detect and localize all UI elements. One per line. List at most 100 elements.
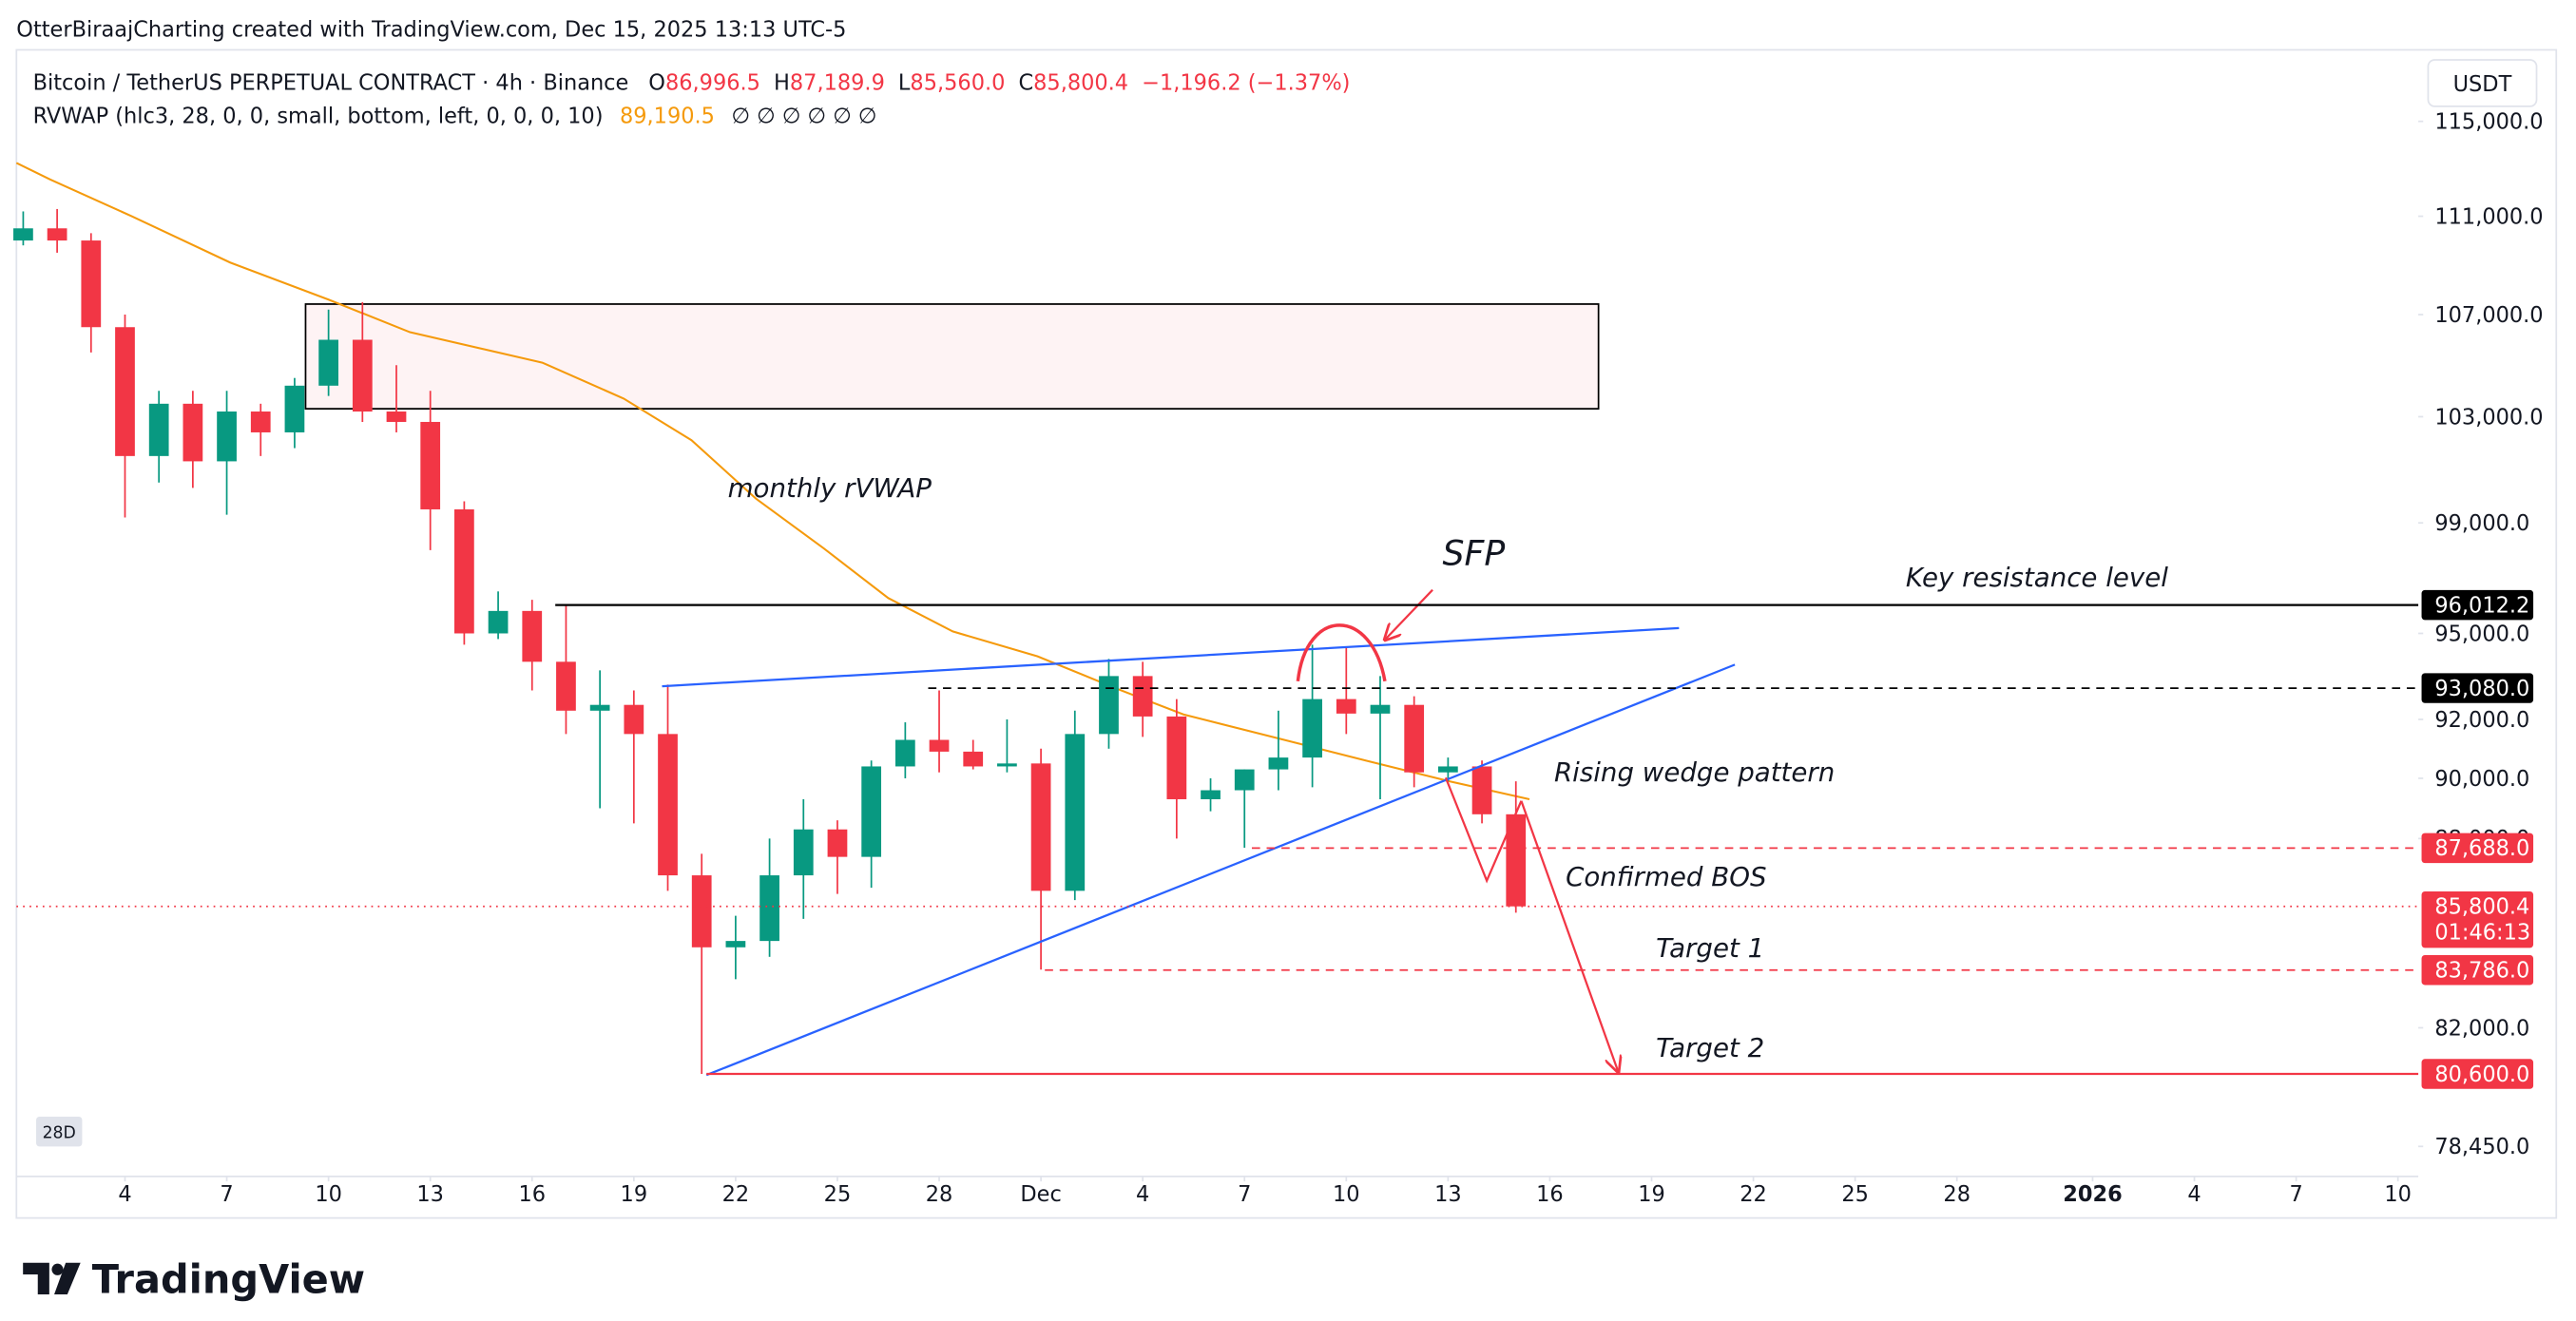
- annotation: Rising wedge pattern: [1554, 756, 1835, 788]
- wedge-lower: [705, 663, 1736, 1077]
- x-tick-label: 2026: [2063, 1182, 2122, 1207]
- candle-body: [1132, 676, 1153, 717]
- x-tick-label: 10: [315, 1182, 342, 1207]
- y-tick-label: 115,000.0: [2434, 109, 2543, 134]
- wedge-upper: [662, 626, 1680, 688]
- annotation: Key resistance level: [1906, 562, 2168, 593]
- candle-body: [1302, 699, 1322, 758]
- interval-badge: [36, 1116, 83, 1147]
- sfp-arc: [1296, 623, 1387, 682]
- supply-zone: [304, 303, 1600, 410]
- candle-body: [1506, 814, 1527, 907]
- candle-body: [759, 875, 779, 942]
- candle-body: [624, 704, 644, 735]
- y-tick-label: 90,000.0: [2434, 767, 2529, 792]
- x-tick-label: 13: [416, 1182, 444, 1207]
- rvwap-line: [15, 162, 1530, 801]
- candle-body: [929, 739, 950, 752]
- indicator-line: RVWAP (hlc3, 28, 0, 0, small, bottom, le…: [33, 104, 877, 128]
- candle-body: [1065, 734, 1086, 891]
- level-label-box: [2421, 833, 2534, 864]
- y-tick-label: 103,000.0: [2434, 405, 2543, 430]
- change: −1,196.2 (−1.37%): [1142, 70, 1350, 95]
- level-label-box: [2421, 954, 2534, 986]
- level-label: 80,600.0: [2434, 1063, 2529, 1087]
- y-tick-label: 107,000.0: [2434, 303, 2543, 328]
- candle-body: [47, 228, 67, 241]
- candle-body: [691, 875, 712, 948]
- candle-body: [352, 339, 373, 412]
- candle-body: [861, 766, 882, 857]
- indicator-blanks: ∅ ∅ ∅ ∅ ∅ ∅: [731, 104, 876, 128]
- candle-body: [793, 829, 814, 876]
- candle-body: [1437, 766, 1458, 773]
- level-label-box: [2421, 673, 2534, 703]
- x-tick-label: 25: [1841, 1182, 1869, 1207]
- candle-body: [13, 228, 33, 241]
- x-tick-label: 28: [926, 1182, 953, 1207]
- candle-body: [1099, 676, 1119, 735]
- countdown: 01:46:13: [2434, 921, 2530, 946]
- level-label-box: [2421, 890, 2534, 948]
- interval-badge-text: 28D: [43, 1124, 76, 1143]
- candle-body: [725, 941, 746, 948]
- x-tick-label: 7: [1238, 1182, 1251, 1207]
- candle-body: [1234, 769, 1255, 791]
- ohlc-key: H: [774, 70, 790, 95]
- x-tick-label: 28: [1943, 1182, 1970, 1207]
- symbol-line: Bitcoin / TetherUS PERPETUAL CONTRACT · …: [33, 70, 1351, 95]
- x-tick-label: 25: [824, 1182, 852, 1207]
- x-tick-label: 10: [1333, 1182, 1360, 1207]
- candle-body: [827, 829, 848, 857]
- logo: TradingView: [92, 1255, 365, 1302]
- candle-body: [217, 412, 237, 462]
- x-tick-label: Dec: [1020, 1182, 1061, 1207]
- level-label: 96,012.2: [2434, 593, 2529, 618]
- candle-body: [522, 610, 543, 662]
- sfp-arrow: [1385, 588, 1433, 640]
- level-label-box: [2421, 589, 2534, 621]
- candle-body: [963, 751, 984, 767]
- candle-body: [1404, 704, 1425, 773]
- indicator-value: 89,190.5: [620, 104, 715, 128]
- candle-body: [183, 403, 203, 462]
- ohlc-key: O: [648, 70, 665, 95]
- candle-body: [284, 385, 305, 432]
- level-label: 85,800.4: [2434, 894, 2529, 919]
- y-tick-label: 111,000.0: [2434, 204, 2543, 229]
- candle-body: [1336, 699, 1356, 714]
- ohlc-value: 87,189.9: [790, 70, 885, 95]
- series-label: monthly rVWAP: [728, 472, 932, 504]
- candle-body: [454, 508, 474, 634]
- candle-body: [81, 240, 102, 328]
- ohlc-value: 86,996.5: [665, 70, 760, 95]
- candle-body: [1370, 704, 1391, 714]
- symbol: Bitcoin / TetherUS PERPETUAL CONTRACT · …: [33, 70, 629, 95]
- y-tick-label: 99,000.0: [2434, 511, 2529, 536]
- x-tick-label: 22: [722, 1182, 750, 1207]
- target-arrow: [1520, 800, 1618, 1072]
- currency-button[interactable]: [2427, 59, 2538, 107]
- ohlc-value: 85,800.4: [1033, 70, 1128, 95]
- x-tick-label: 10: [2384, 1182, 2412, 1207]
- candle-body: [997, 763, 1017, 767]
- level-label: 83,786.0: [2434, 958, 2529, 983]
- logo-icon: [23, 1262, 81, 1295]
- x-tick-label: 19: [621, 1182, 648, 1207]
- y-tick-label: 82,000.0: [2434, 1016, 2529, 1041]
- candle-body: [1201, 790, 1221, 799]
- y-tick-label: 92,000.0: [2434, 708, 2529, 733]
- credit: OtterBiraajCharting created with Trading…: [16, 17, 846, 42]
- x-tick-label: 4: [1136, 1182, 1149, 1207]
- candle-body: [420, 421, 441, 509]
- currency[interactable]: USDT: [2453, 72, 2512, 97]
- y-tick-label: 78,450.0: [2434, 1135, 2529, 1159]
- ohlc-key: L: [898, 70, 911, 95]
- annotation: Confirmed BOS: [1566, 861, 1766, 892]
- candle-body: [658, 734, 678, 876]
- candle-body: [318, 339, 338, 386]
- candle-body: [1030, 763, 1051, 891]
- level-label: 93,080.0: [2434, 677, 2529, 701]
